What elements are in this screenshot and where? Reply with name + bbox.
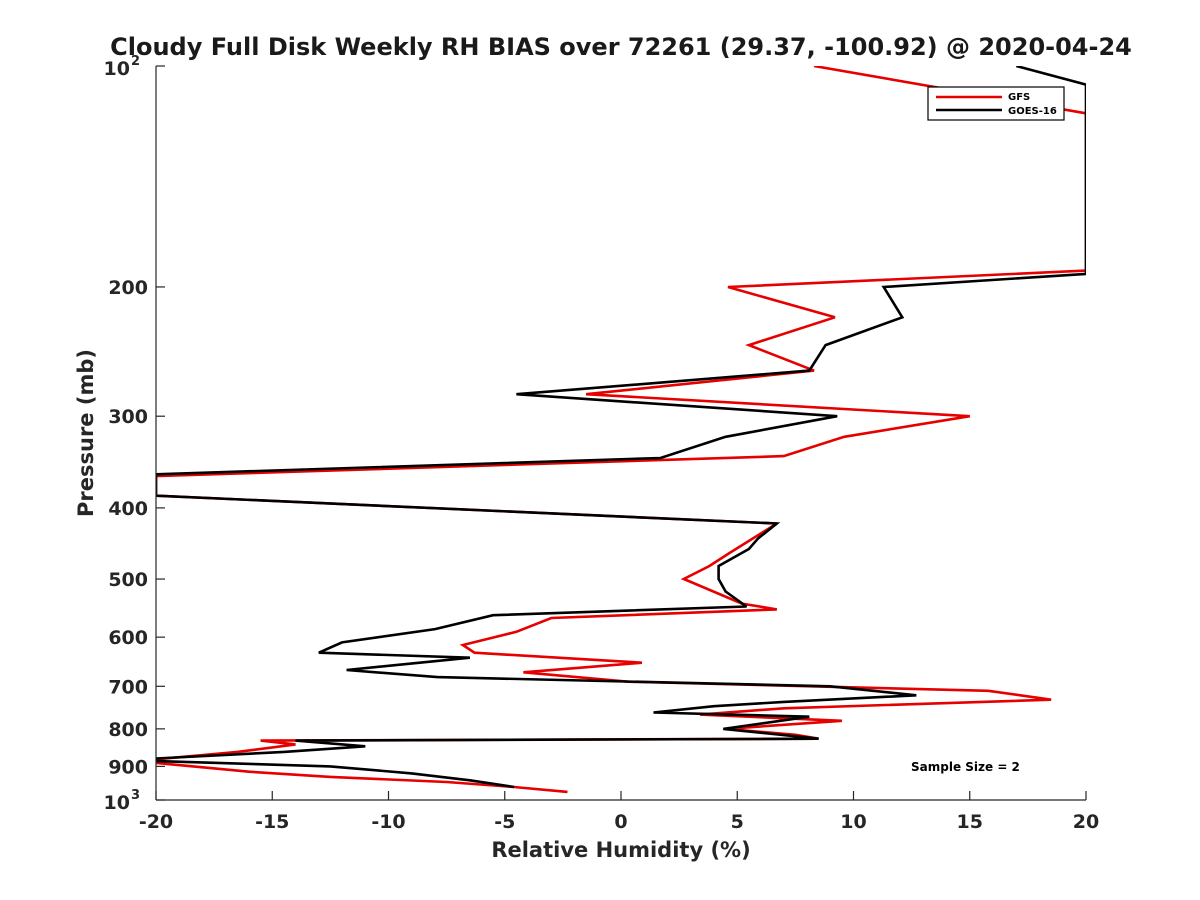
y-tick-label-base: 10 <box>104 792 130 814</box>
x-tick-label: -10 <box>371 811 405 833</box>
y-tick-label: 700 <box>108 676 148 698</box>
legend: GFS GOES-16 <box>927 86 1065 121</box>
series-line-goes16 <box>156 66 1086 789</box>
y-tick-label: 200 <box>108 277 148 299</box>
legend-label-gfs: GFS <box>1008 92 1030 103</box>
x-tick-label: 15 <box>957 811 983 833</box>
x-tick-label: -5 <box>494 811 515 833</box>
y-axis-label: Pressure (mb) <box>74 349 98 517</box>
chart-title: Cloudy Full Disk Weekly RH BIAS over 722… <box>110 33 1132 61</box>
series-line-gfs <box>156 66 1086 794</box>
x-tick-label: 5 <box>731 811 744 833</box>
x-tick-group: -20 -15 -10 -5 0 5 10 15 20 <box>139 791 1099 833</box>
legend-label-goes16: GOES-16 <box>1008 106 1057 117</box>
y-tick-label: 500 <box>108 569 148 591</box>
series-layer <box>156 66 1086 794</box>
x-tick-label: 0 <box>614 811 627 833</box>
y-tick-label-base: 10 <box>104 58 130 80</box>
plot-background <box>156 66 1086 800</box>
y-tick-label-exponent: 2 <box>131 54 140 69</box>
y-tick-label: 800 <box>108 719 148 741</box>
sample-size-annotation: Sample Size = 2 <box>911 760 1020 774</box>
legend-box <box>927 86 1065 121</box>
x-axis-label: Relative Humidity (%) <box>491 838 750 862</box>
x-tick-label: -15 <box>255 811 289 833</box>
y-tick-label: 600 <box>108 627 148 649</box>
y-tick-label-exponent: 3 <box>131 788 140 803</box>
y-tick-label: 400 <box>108 498 148 520</box>
y-tick-label: 900 <box>108 756 148 778</box>
x-tick-label: -20 <box>139 811 173 833</box>
x-tick-label: 10 <box>840 811 866 833</box>
x-tick-label: 20 <box>1073 811 1099 833</box>
y-tick-label: 300 <box>108 406 148 428</box>
